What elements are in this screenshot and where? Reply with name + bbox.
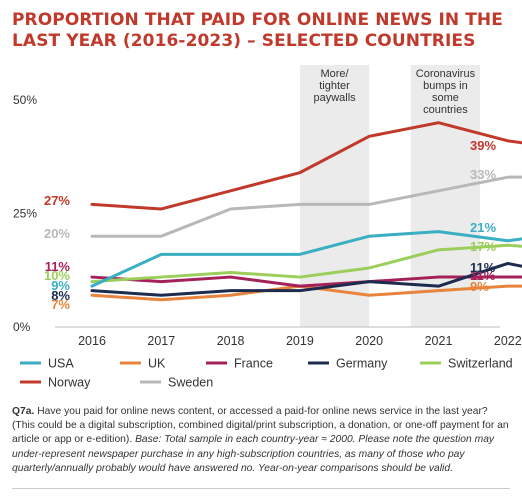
legend-label-usa: USA — [48, 357, 74, 371]
end-label-france: 11% — [470, 268, 496, 283]
footnote-question: Have you paid for online news content, o… — [12, 406, 509, 446]
legend-label-france: France — [234, 357, 273, 371]
legend-label-norway: Norway — [48, 376, 91, 390]
x-tick-label-4: 2020 — [355, 334, 383, 348]
end-label-norway: 39% — [470, 138, 496, 153]
chart-title: PROPORTION THAT PAID FOR ONLINE NEWS IN … — [12, 10, 503, 51]
series-line-sweden — [90, 175, 522, 238]
start-label-norway: 27% — [44, 193, 70, 208]
series-line-uk — [90, 284, 522, 302]
series-line-france — [90, 275, 522, 288]
series-line-switzerland — [90, 243, 522, 284]
x-tick-label-6: 2022 — [494, 334, 522, 348]
start-label-germany: 8% — [51, 288, 70, 303]
legend-label-uk: UK — [148, 357, 166, 371]
series-line-germany — [90, 261, 522, 297]
x-tick-label-1: 2017 — [147, 334, 175, 348]
annotation-1-line-0: Coronavirus — [416, 68, 476, 80]
start-label-switzerland: 10% — [44, 268, 70, 283]
end-label-sweden: 33% — [470, 167, 496, 182]
series-line-norway — [90, 121, 522, 211]
start-label-uk: 7% — [51, 297, 70, 312]
legend-label-germany: Germany — [336, 357, 388, 371]
end-label-uk: 9% — [470, 279, 489, 294]
end-label-switzerland: 17% — [470, 239, 496, 254]
end-label-germany: 11% — [470, 260, 496, 275]
x-tick-label-5: 2021 — [425, 334, 453, 348]
footnote-code: Q7a. — [12, 406, 35, 417]
annotation-1-line-3: countries — [423, 104, 468, 116]
footnote: Q7a. Have you paid for online news conte… — [12, 405, 512, 476]
bottom-divider — [12, 488, 510, 489]
start-label-usa: 9% — [51, 278, 70, 293]
x-tick-label-3: 2019 — [286, 334, 314, 348]
footnote-base: Base: Total sample in each country-year … — [12, 434, 495, 474]
x-tick-label-2: 2018 — [217, 334, 245, 348]
start-label-sweden: 20% — [44, 226, 70, 241]
y-tick-label-0: 0% — [13, 320, 31, 334]
annotation-1-line-1: bumps in — [423, 80, 468, 92]
annotation-0-line-0: More/ — [320, 68, 349, 80]
legend-label-sweden: Sweden — [168, 376, 213, 390]
start-label-france: 11% — [45, 259, 71, 274]
annotation-1-line-2: some — [432, 92, 459, 104]
annotation-0-line-2: paywalls — [313, 92, 356, 104]
y-tick-label-1: 25% — [13, 207, 37, 221]
legend-label-switzerland: Switzerland — [448, 357, 513, 371]
x-tick-label-0: 2016 — [78, 334, 106, 348]
series-line-usa — [90, 230, 522, 288]
end-label-usa: 21% — [470, 220, 496, 235]
annotation-0-line-1: tighter — [319, 80, 350, 92]
y-tick-label-2: 50% — [13, 93, 37, 107]
